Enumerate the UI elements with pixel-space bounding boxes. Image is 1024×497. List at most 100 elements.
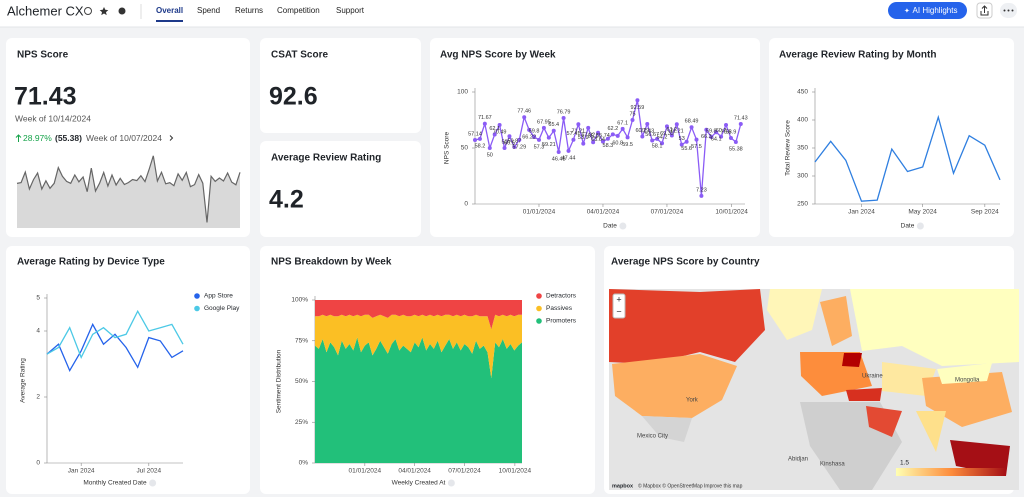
point — [532, 135, 537, 140]
csat-title: CSAT Score — [271, 50, 328, 61]
x-tick-label: May 2024 — [908, 209, 937, 216]
x-axis-label: Date — [901, 223, 915, 230]
y-tick-label: 400 — [797, 117, 808, 124]
x-tick-label: 04/01/2024 — [587, 209, 620, 216]
sparkline-area — [17, 155, 240, 228]
legend-min: 1.5 — [900, 460, 909, 467]
data-label: 47.44 — [562, 155, 576, 161]
y-tick-label: 75% — [295, 337, 308, 344]
data-label: 59.21 — [542, 142, 556, 148]
sort-button[interactable] — [149, 479, 157, 487]
active-tab-indicator — [156, 20, 183, 22]
nps-previous-period: Week of 10/07/2024 — [86, 133, 162, 143]
map-label: Mongolia — [955, 378, 980, 384]
point — [502, 146, 507, 150]
data-label: 62.2 — [607, 126, 618, 132]
review-value: 4.2 — [269, 186, 304, 214]
data-label: 62.1 — [489, 126, 500, 132]
data-label: 70.5 — [721, 129, 732, 135]
sort-button[interactable] — [916, 222, 924, 230]
data-label: 54.2 — [657, 135, 668, 141]
review-card — [260, 141, 421, 237]
y-tick-label: 0 — [36, 460, 40, 467]
tab[interactable]: Competition — [277, 6, 320, 15]
share-icon — [980, 5, 989, 16]
y-tick-label: 2 — [36, 394, 40, 401]
mexico — [642, 416, 692, 442]
y-tick-label: 5 — [36, 295, 40, 302]
tab[interactable]: Overall — [156, 6, 183, 15]
legend-swatch — [536, 293, 542, 299]
x-tick-label: Jul 2024 — [137, 468, 162, 475]
data-label: 59.8 — [706, 128, 717, 134]
nps-previous: (55.38) — [55, 133, 82, 143]
point — [551, 128, 556, 133]
share-button[interactable] — [976, 2, 993, 19]
star-icon[interactable] — [99, 7, 109, 16]
settings-icon[interactable] — [118, 7, 126, 15]
line — [814, 114, 1001, 202]
x-tick-label: 04/01/2024 — [398, 468, 431, 475]
legend-gradient — [896, 468, 1006, 476]
sparkle-icon: ✦ — [904, 7, 910, 15]
legend-label: Passives — [546, 305, 573, 312]
point — [591, 140, 596, 145]
point — [738, 121, 743, 126]
nps-period: Week of 10/14/2024 — [15, 113, 91, 123]
y-axis-label: Sentiment Distribution — [276, 349, 283, 413]
point — [645, 121, 650, 126]
sort-button[interactable] — [447, 479, 455, 487]
x-tick-label: 07/01/2024 — [651, 209, 684, 216]
zoom-out[interactable]: − — [616, 306, 621, 316]
chevron[interactable] — [169, 135, 174, 141]
zoom-in[interactable]: + — [616, 294, 621, 304]
x-tick-label: 01/01/2024 — [349, 468, 382, 475]
point — [610, 132, 615, 137]
ai-highlights-button[interactable] — [888, 2, 967, 19]
legend-swatch — [194, 305, 200, 312]
sort-button[interactable] — [619, 222, 627, 230]
ai-highlights-label[interactable]: AI Highlights — [913, 6, 958, 15]
tab[interactable]: Returns — [235, 6, 263, 15]
chart: Average Rating by Device Type 0 2 4 5 Jan 202… — [17, 257, 240, 487]
chart: Average Review Rating by Month 250 300 350 4… — [779, 50, 1001, 230]
data-label: 58.2 — [475, 143, 486, 149]
legend-label: App Store — [204, 293, 233, 300]
point — [733, 139, 738, 144]
point — [581, 141, 586, 146]
central-asia — [882, 362, 936, 396]
point — [689, 125, 694, 130]
x-tick-label: 10/01/2024 — [715, 209, 748, 216]
point — [541, 125, 546, 130]
brand: Alchemer CX — [7, 3, 84, 18]
data-label: 46.48 — [552, 156, 566, 162]
x-axis-label: Monthly Created Date — [83, 480, 147, 487]
info-icon[interactable] — [84, 7, 92, 15]
data-label: 50 — [487, 152, 493, 158]
chart-title: NPS Breakdown by Week — [271, 257, 392, 268]
point — [664, 124, 669, 129]
y-tick-label: 0 — [464, 201, 468, 208]
point — [728, 136, 733, 141]
y-tick-label: 50% — [295, 378, 308, 385]
point — [709, 135, 714, 140]
data-label: 59.8 — [529, 128, 540, 134]
data-label: 57.5 — [691, 144, 702, 150]
point — [620, 126, 625, 131]
point — [517, 137, 522, 142]
line — [46, 322, 184, 373]
tab[interactable]: Support — [336, 6, 365, 15]
data-label: 7.23 — [696, 187, 707, 193]
map-label: Ukraine — [862, 374, 883, 380]
usa — [612, 354, 737, 418]
attribution[interactable]: © Mapbox © OpenStreetMap Improve this ma… — [638, 482, 743, 489]
saudi-arabia — [866, 406, 902, 437]
tab[interactable]: Spend — [197, 6, 220, 15]
y-tick-label: 100% — [291, 297, 308, 304]
map-label: Abidjan — [788, 457, 808, 463]
x-axis-label: Date — [603, 223, 617, 230]
poland — [842, 353, 862, 367]
area — [315, 337, 522, 463]
data-label: 58.1 — [652, 143, 663, 149]
